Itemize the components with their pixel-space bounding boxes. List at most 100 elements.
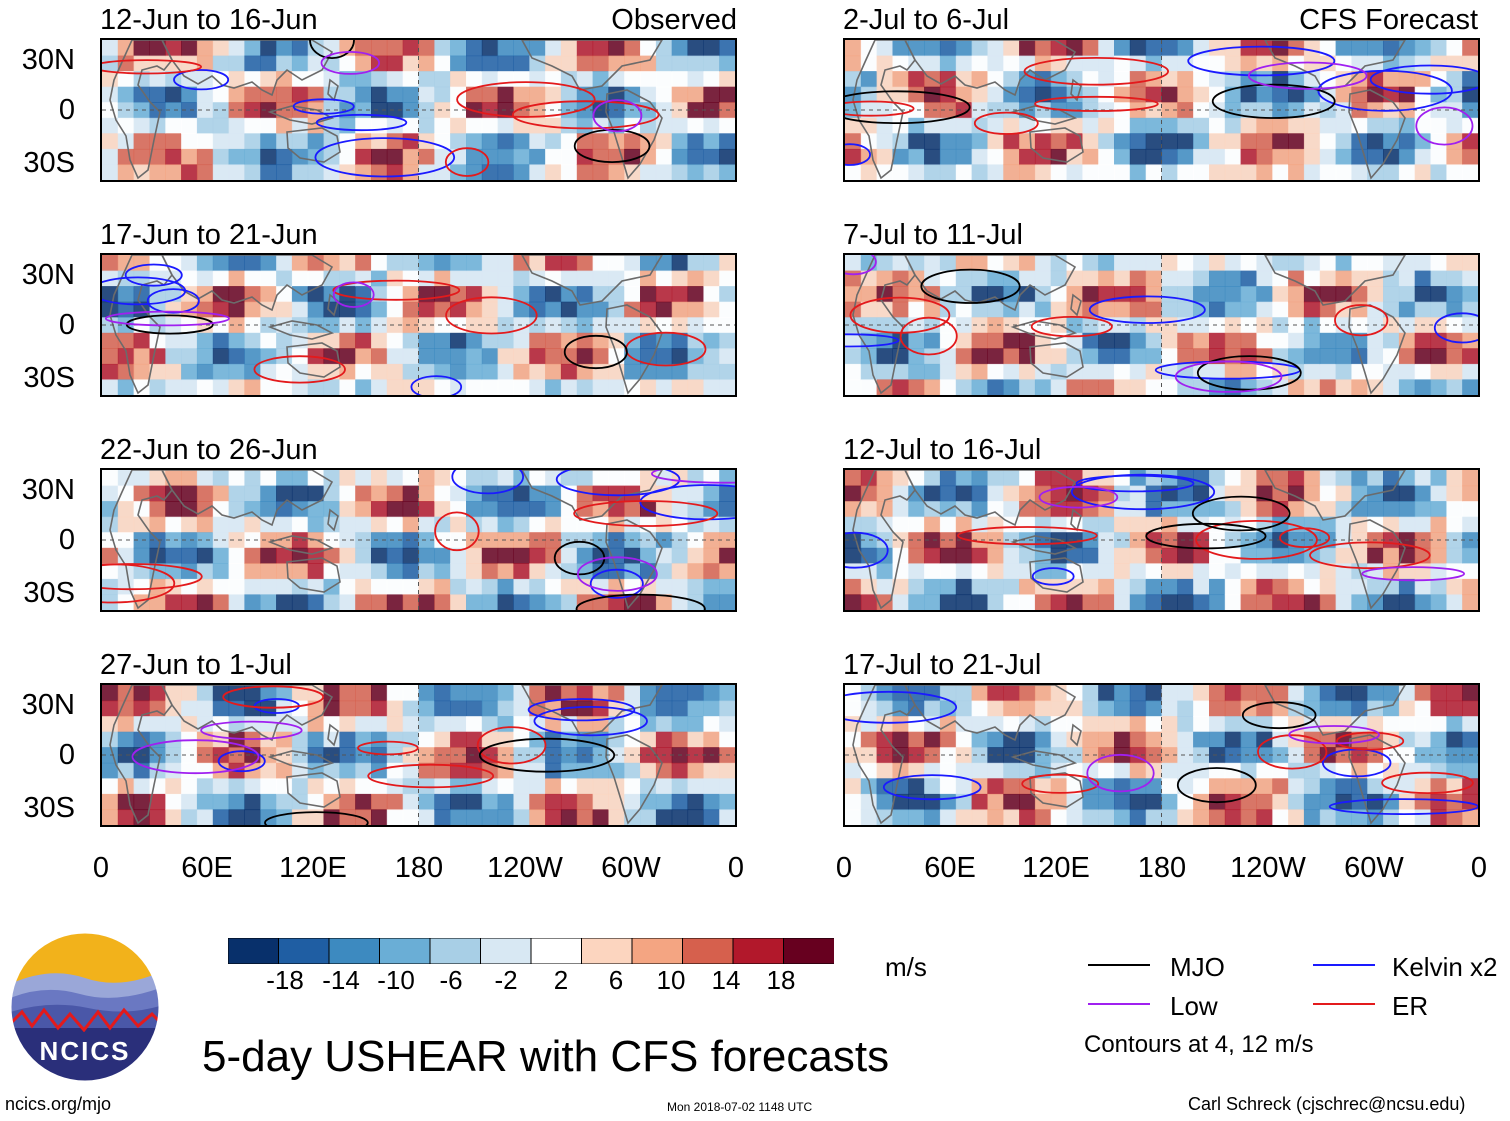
- lon-label-60w: 60W: [1344, 852, 1404, 884]
- shear-cell: [1082, 747, 1099, 764]
- shear-cell: [212, 700, 230, 717]
- shear-cell: [655, 594, 673, 610]
- shear-cell: [971, 71, 988, 88]
- shear-cell: [987, 148, 1004, 166]
- shear-cell: [1050, 516, 1068, 533]
- shear-cell: [560, 809, 578, 825]
- shear-cell: [276, 501, 293, 518]
- shear-cell: [149, 578, 166, 596]
- shear-cell: [291, 700, 309, 717]
- shear-cell: [924, 547, 941, 564]
- shear-cell: [228, 379, 245, 395]
- shear-cell: [1430, 379, 1447, 395]
- shear-cell: [1256, 301, 1273, 318]
- shear-cell: [576, 470, 594, 487]
- shear-cell: [1019, 547, 1036, 564]
- shear-cell: [1082, 363, 1099, 381]
- shear-cell: [1383, 117, 1400, 134]
- shear-cell: [1209, 685, 1226, 702]
- shear-cell: [924, 55, 941, 72]
- shear-cell: [307, 778, 325, 795]
- shear-cell: [1367, 86, 1384, 103]
- shear-cell: [1224, 255, 1242, 272]
- shear-cell: [386, 485, 404, 502]
- shear-cell: [402, 332, 420, 349]
- shear-cell: [418, 40, 435, 57]
- shear-cell: [418, 102, 435, 119]
- shear-cell: [196, 778, 214, 795]
- shear-cell: [228, 40, 245, 57]
- shear-cell: [1430, 363, 1447, 381]
- shear-cell: [1367, 348, 1384, 365]
- shear-cell: [860, 379, 878, 395]
- shear-cell: [196, 578, 214, 596]
- shear-cell: [1193, 102, 1210, 119]
- shear-cell: [386, 86, 404, 103]
- shear-cell: [908, 71, 925, 88]
- shear-cell: [196, 133, 214, 150]
- shear-cell: [371, 470, 388, 487]
- shear-cell: [165, 363, 182, 381]
- shear-cell: [640, 164, 657, 180]
- colorbar-swatch: [581, 937, 633, 965]
- shear-cell: [244, 379, 261, 395]
- shear-cell: [1209, 117, 1226, 134]
- shear-cell: [1161, 301, 1178, 318]
- coastline: [109, 685, 173, 825]
- shear-cell: [939, 148, 957, 166]
- shear-cell: [1098, 379, 1115, 395]
- shear-cell: [212, 40, 230, 57]
- shear-cell: [939, 594, 957, 610]
- shear-cell: [703, 363, 720, 381]
- shear-cell: [1114, 532, 1131, 549]
- shear-cell: [102, 286, 119, 303]
- shear-cell: [939, 332, 957, 349]
- coastline: [267, 105, 335, 125]
- shear-cell: [149, 501, 166, 518]
- shear-cell: [1209, 71, 1226, 88]
- shear-cell: [181, 363, 198, 381]
- shear-cell: [1066, 379, 1083, 395]
- shear-cell: [181, 470, 198, 487]
- shear-cell: [244, 317, 261, 334]
- shear-cell: [402, 317, 420, 334]
- lat-label-30s: 30S: [23, 147, 75, 179]
- shear-cell: [165, 348, 182, 365]
- shear-cell: [276, 148, 293, 166]
- shear-cell: [529, 470, 546, 487]
- shear-cell: [402, 578, 420, 596]
- shear-cell: [876, 516, 893, 533]
- shear-cell: [1462, 485, 1478, 502]
- shear-cell: [228, 102, 245, 119]
- shear-cell: [1129, 332, 1147, 349]
- shear-cell: [955, 747, 973, 764]
- shear-cell: [481, 594, 499, 610]
- shear-cell: [1034, 778, 1052, 795]
- shear-cell: [513, 148, 530, 166]
- shear-cell: [481, 501, 499, 518]
- er-contour: [1030, 315, 1113, 338]
- shear-cell: [939, 255, 957, 272]
- shear-cell: [371, 578, 388, 596]
- colorbar-swatch: [783, 937, 835, 965]
- shear-cell: [212, 747, 230, 764]
- shear-cell: [497, 762, 514, 779]
- shear-cell: [244, 532, 261, 549]
- shear-cell: [560, 270, 578, 287]
- shear-cell: [560, 71, 578, 88]
- shear-cell: [845, 793, 862, 811]
- shear-cell: [260, 793, 277, 811]
- shear-cell: [513, 255, 530, 272]
- shear-cell: [955, 71, 973, 88]
- shear-cell: [497, 778, 514, 795]
- website-link[interactable]: ncics.org/mjo: [5, 1094, 112, 1114]
- shear-cell: [386, 532, 404, 549]
- shear-cell: [971, 501, 988, 518]
- shear-cell: [117, 700, 135, 717]
- shear-cell: [939, 578, 957, 596]
- shear-cell: [1414, 332, 1432, 349]
- shear-cell: [1351, 685, 1368, 702]
- shear-cell: [1161, 255, 1178, 272]
- shear-cell: [1114, 731, 1131, 748]
- shear-cell: [1129, 563, 1147, 580]
